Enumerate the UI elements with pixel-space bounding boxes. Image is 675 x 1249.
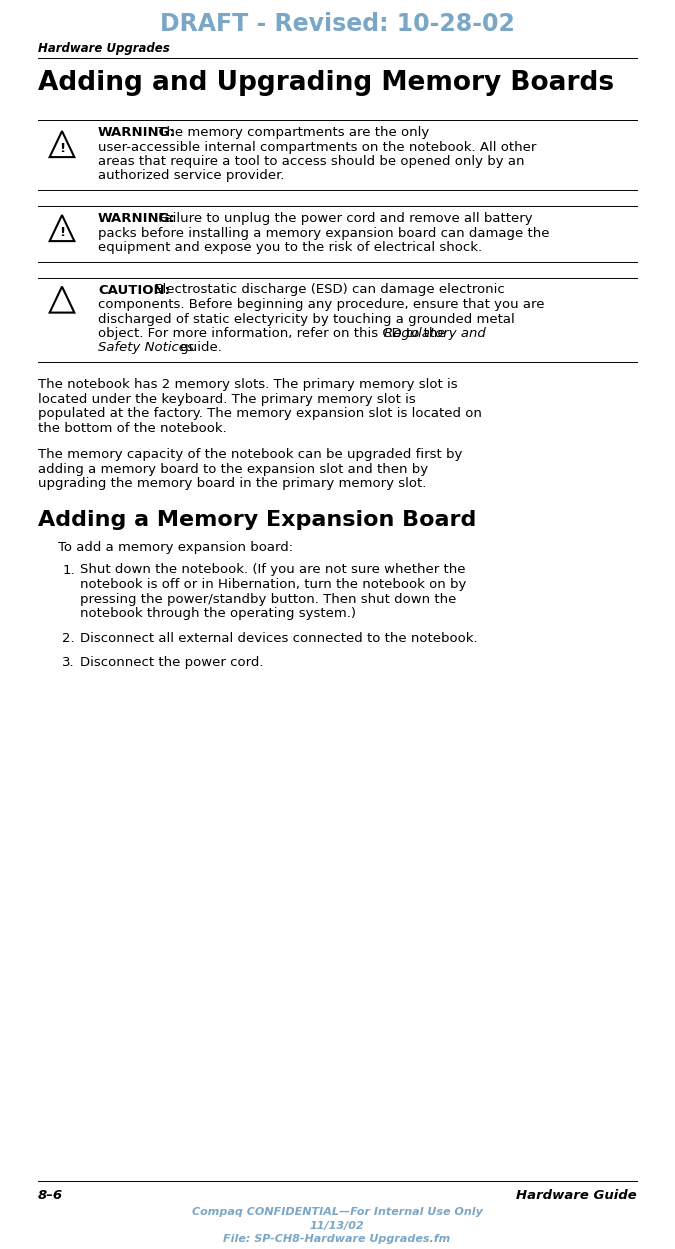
Text: 3.: 3. (62, 656, 75, 669)
Text: Regulatory and: Regulatory and (384, 327, 486, 340)
Text: authorized service provider.: authorized service provider. (98, 170, 284, 182)
Text: 11/13/02: 11/13/02 (310, 1222, 364, 1232)
Text: packs before installing a memory expansion board can damage the: packs before installing a memory expansi… (98, 226, 549, 240)
Text: Electrostatic discharge (ESD) can damage electronic: Electrostatic discharge (ESD) can damage… (150, 284, 505, 296)
Text: 8–6: 8–6 (38, 1189, 63, 1202)
Text: notebook is off or in Hibernation, turn the notebook on by: notebook is off or in Hibernation, turn … (80, 578, 466, 591)
Text: Hardware Upgrades: Hardware Upgrades (38, 42, 169, 55)
Text: File: SP-CH8-Hardware Upgrades.fm: File: SP-CH8-Hardware Upgrades.fm (223, 1234, 451, 1244)
Text: the bottom of the notebook.: the bottom of the notebook. (38, 421, 227, 435)
Text: Shut down the notebook. (If you are not sure whether the: Shut down the notebook. (If you are not … (80, 563, 466, 577)
Text: DRAFT - Revised: 10-28-02: DRAFT - Revised: 10-28-02 (159, 12, 514, 36)
Text: pressing the power/standby button. Then shut down the: pressing the power/standby button. Then … (80, 592, 456, 606)
Text: WARNING:: WARNING: (98, 126, 176, 139)
Text: 1.: 1. (62, 563, 75, 577)
Text: equipment and expose you to the risk of electrical shock.: equipment and expose you to the risk of … (98, 241, 482, 254)
Text: Adding a Memory Expansion Board: Adding a Memory Expansion Board (38, 510, 477, 530)
Text: discharged of static electyricity by touching a grounded metal: discharged of static electyricity by tou… (98, 312, 515, 326)
Text: Adding and Upgrading Memory Boards: Adding and Upgrading Memory Boards (38, 70, 614, 96)
Text: Hardware Guide: Hardware Guide (516, 1189, 637, 1202)
Text: object. For more information, refer on this CD to the: object. For more information, refer on t… (98, 327, 450, 340)
Text: WARNING:: WARNING: (98, 212, 176, 225)
Text: To add a memory expansion board:: To add a memory expansion board: (58, 542, 293, 555)
Text: upgrading the memory board in the primary memory slot.: upgrading the memory board in the primar… (38, 477, 427, 490)
Text: Safety Notices: Safety Notices (98, 341, 194, 355)
Text: Failure to unplug the power cord and remove all battery: Failure to unplug the power cord and rem… (154, 212, 533, 225)
Text: adding a memory board to the expansion slot and then by: adding a memory board to the expansion s… (38, 462, 428, 476)
Text: components. Before beginning any procedure, ensure that you are: components. Before beginning any procedu… (98, 299, 545, 311)
Text: The memory compartments are the only: The memory compartments are the only (154, 126, 429, 139)
Text: The notebook has 2 memory slots. The primary memory slot is: The notebook has 2 memory slots. The pri… (38, 378, 458, 391)
Text: populated at the factory. The memory expansion slot is located on: populated at the factory. The memory exp… (38, 407, 482, 420)
Text: !: ! (59, 226, 65, 239)
Text: Disconnect the power cord.: Disconnect the power cord. (80, 656, 263, 669)
Text: located under the keyboard. The primary memory slot is: located under the keyboard. The primary … (38, 392, 416, 406)
Text: Disconnect all external devices connected to the notebook.: Disconnect all external devices connecte… (80, 632, 478, 644)
Text: !: ! (59, 142, 65, 155)
Text: guide.: guide. (176, 341, 222, 355)
Text: Compaq CONFIDENTIAL—For Internal Use Only: Compaq CONFIDENTIAL—For Internal Use Onl… (192, 1207, 483, 1217)
Text: CAUTION:: CAUTION: (98, 284, 170, 296)
Text: notebook through the operating system.): notebook through the operating system.) (80, 607, 356, 620)
Text: 2.: 2. (62, 632, 75, 644)
Text: areas that require a tool to access should be opened only by an: areas that require a tool to access shou… (98, 155, 524, 169)
Text: user-accessible internal compartments on the notebook. All other: user-accessible internal compartments on… (98, 140, 537, 154)
Text: The memory capacity of the notebook can be upgraded first by: The memory capacity of the notebook can … (38, 448, 462, 461)
